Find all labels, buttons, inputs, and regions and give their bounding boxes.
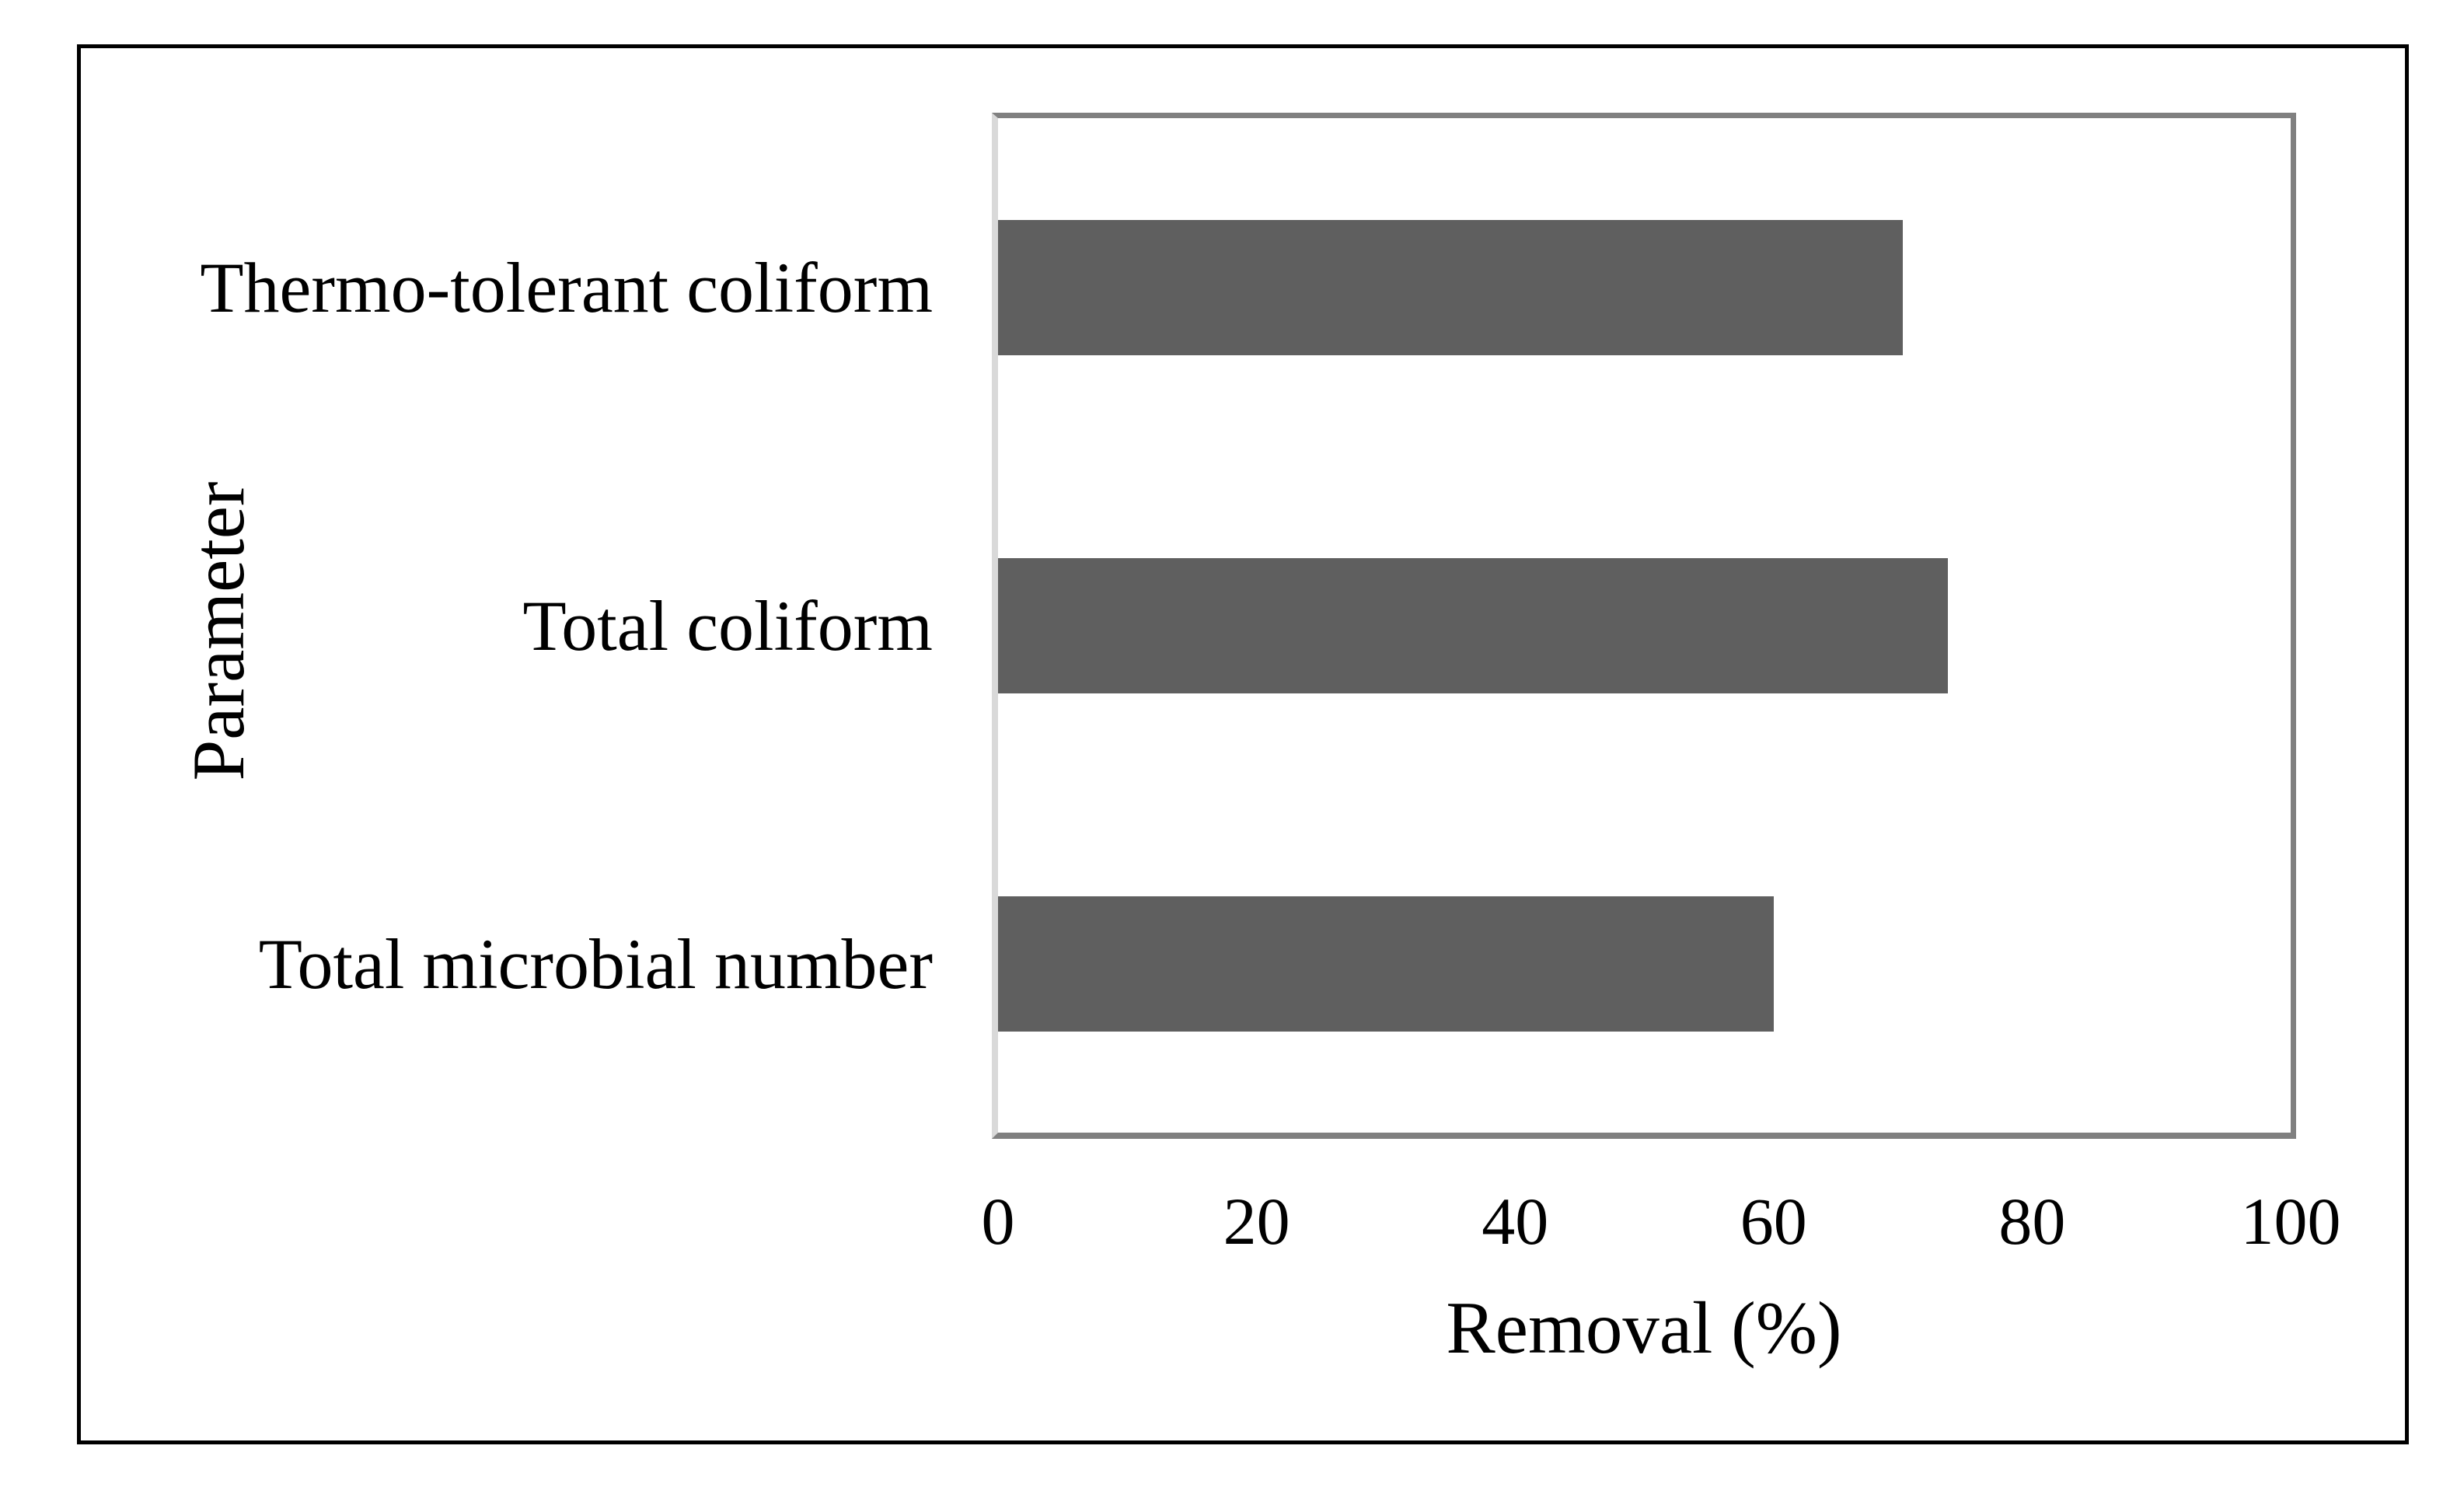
x-tick-label-0: 0	[981, 1184, 1015, 1259]
x-tick-label-40: 40	[1482, 1184, 1549, 1259]
category-label-thermo-tolerant-coliform: Thermo-tolerant coliform	[200, 248, 933, 327]
bar-thermo-tolerant-coliform	[998, 220, 1904, 355]
x-axis-title: Removal (%)	[1446, 1287, 1842, 1369]
x-axis-ticks: 0 20 40 60 80 100	[982, 1178, 2341, 1264]
x-tick-label-60: 60	[1740, 1184, 1807, 1259]
category-label-total-microbial-number: Total microbial number	[258, 924, 933, 1004]
plot-area	[992, 113, 2296, 1139]
x-tick-label-20: 20	[1223, 1184, 1290, 1259]
x-tick-label-100: 100	[2240, 1184, 2341, 1259]
bar-total-microbial-number	[998, 896, 1774, 1032]
bar-total-coliform	[998, 558, 1949, 693]
category-label-total-coliform: Total coliform	[522, 586, 933, 665]
x-tick-label-80: 80	[1998, 1184, 2066, 1259]
